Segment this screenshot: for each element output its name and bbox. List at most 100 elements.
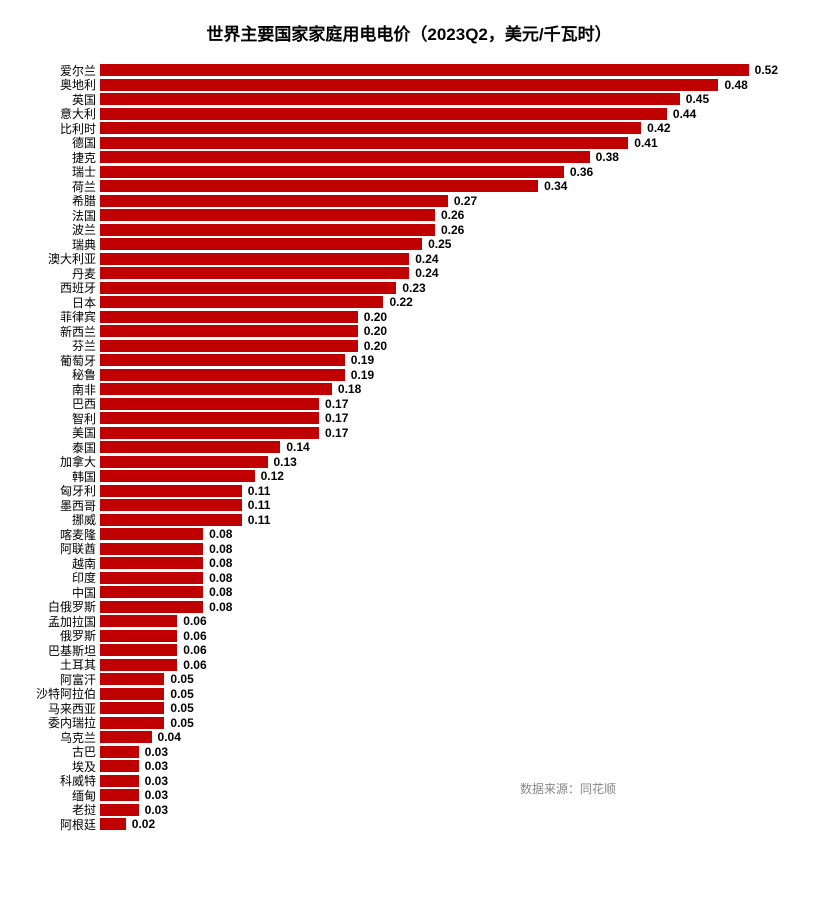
bar-row: 乌克兰0.04 <box>100 730 778 745</box>
bar <box>100 180 538 192</box>
bar <box>100 644 177 656</box>
bar <box>100 586 203 598</box>
bar <box>100 572 203 584</box>
bar <box>100 659 177 671</box>
bar-value: 0.23 <box>396 281 425 295</box>
bar <box>100 296 383 308</box>
bar-value: 0.17 <box>319 426 348 440</box>
bar <box>100 79 718 91</box>
bar <box>100 818 126 830</box>
bar-row: 丹麦0.24 <box>100 266 778 281</box>
bar-value: 0.06 <box>177 658 206 672</box>
bar <box>100 804 139 816</box>
bar-value: 0.03 <box>139 774 168 788</box>
bar-row: 泰国0.14 <box>100 440 778 455</box>
bar <box>100 137 628 149</box>
plot-area: 爱尔兰0.52奥地利0.48英国0.45意大利0.44比利时0.42德国0.41… <box>100 63 778 832</box>
bar <box>100 122 641 134</box>
bar-row: 孟加拉国0.06 <box>100 614 778 629</box>
bar <box>100 369 345 381</box>
bar-value: 0.03 <box>139 759 168 773</box>
bar-value: 0.11 <box>242 513 271 527</box>
bar <box>100 630 177 642</box>
bar-value: 0.03 <box>139 803 168 817</box>
bar <box>100 108 667 120</box>
bar-row: 匈牙利0.11 <box>100 484 778 499</box>
bar-value: 0.19 <box>345 353 374 367</box>
bar-value: 0.48 <box>718 78 747 92</box>
bar-value: 0.26 <box>435 223 464 237</box>
bar-row: 美国0.17 <box>100 426 778 441</box>
bar <box>100 151 590 163</box>
bar-row: 秘鲁0.19 <box>100 368 778 383</box>
bar <box>100 470 255 482</box>
bar-value: 0.14 <box>280 440 309 454</box>
bar-value: 0.12 <box>255 469 284 483</box>
bar-value: 0.04 <box>152 730 181 744</box>
bar-row: 埃及0.03 <box>100 759 778 774</box>
bar <box>100 746 139 758</box>
bar-value: 0.05 <box>164 687 193 701</box>
bar <box>100 325 358 337</box>
bar <box>100 427 319 439</box>
chart-container: 世界主要国家家庭用电电价（2023Q2，美元/千瓦时） 爱尔兰0.52奥地利0.… <box>0 0 818 918</box>
bar-value: 0.08 <box>203 527 232 541</box>
bar <box>100 383 332 395</box>
bar-value: 0.18 <box>332 382 361 396</box>
bar <box>100 528 203 540</box>
bar-value: 0.05 <box>164 716 193 730</box>
bar-row: 喀麦隆0.08 <box>100 527 778 542</box>
bar-row: 德国0.41 <box>100 136 778 151</box>
bar-row: 瑞典0.25 <box>100 237 778 252</box>
bar-row: 越南0.08 <box>100 556 778 571</box>
bar-value: 0.03 <box>139 788 168 802</box>
bar-row: 葡萄牙0.19 <box>100 353 778 368</box>
bar-row: 阿联酋0.08 <box>100 542 778 557</box>
bar-value: 0.41 <box>628 136 657 150</box>
bar-value: 0.06 <box>177 629 206 643</box>
bar-row: 老挝0.03 <box>100 803 778 818</box>
bar-value: 0.26 <box>435 208 464 222</box>
bar-value: 0.08 <box>203 585 232 599</box>
bar <box>100 760 139 772</box>
bar <box>100 340 358 352</box>
bar-value: 0.11 <box>242 484 271 498</box>
bar-row: 法国0.26 <box>100 208 778 223</box>
bar <box>100 282 396 294</box>
bar-row: 爱尔兰0.52 <box>100 63 778 78</box>
bar-value: 0.17 <box>319 397 348 411</box>
bar-value: 0.08 <box>203 556 232 570</box>
bar <box>100 789 139 801</box>
bar-row: 阿富汗0.05 <box>100 672 778 687</box>
bar-row: 沙特阿拉伯0.05 <box>100 687 778 702</box>
bar <box>100 166 564 178</box>
bar-value: 0.08 <box>203 542 232 556</box>
bar <box>100 717 164 729</box>
bar <box>100 615 177 627</box>
bar-value: 0.52 <box>749 63 778 77</box>
bar-value: 0.13 <box>268 455 297 469</box>
bar-value: 0.08 <box>203 600 232 614</box>
bar-row: 印度0.08 <box>100 571 778 586</box>
bar-value: 0.34 <box>538 179 567 193</box>
bar <box>100 543 203 555</box>
bar-row: 科威特0.03 <box>100 774 778 789</box>
bar-row: 阿根廷0.02 <box>100 817 778 832</box>
bar-row: 韩国0.12 <box>100 469 778 484</box>
bar-value: 0.19 <box>345 368 374 382</box>
bar <box>100 441 280 453</box>
bar-row: 加拿大0.13 <box>100 455 778 470</box>
bar-row: 瑞士0.36 <box>100 165 778 180</box>
bar-value: 0.20 <box>358 339 387 353</box>
bar <box>100 311 358 323</box>
bar-value: 0.05 <box>164 701 193 715</box>
bar <box>100 267 409 279</box>
bar <box>100 514 242 526</box>
bar-value: 0.17 <box>319 411 348 425</box>
bar-value: 0.22 <box>383 295 412 309</box>
bar <box>100 209 435 221</box>
bar <box>100 688 164 700</box>
bar-row: 菲律宾0.20 <box>100 310 778 325</box>
bar-row: 英国0.45 <box>100 92 778 107</box>
bar-row: 西班牙0.23 <box>100 281 778 296</box>
